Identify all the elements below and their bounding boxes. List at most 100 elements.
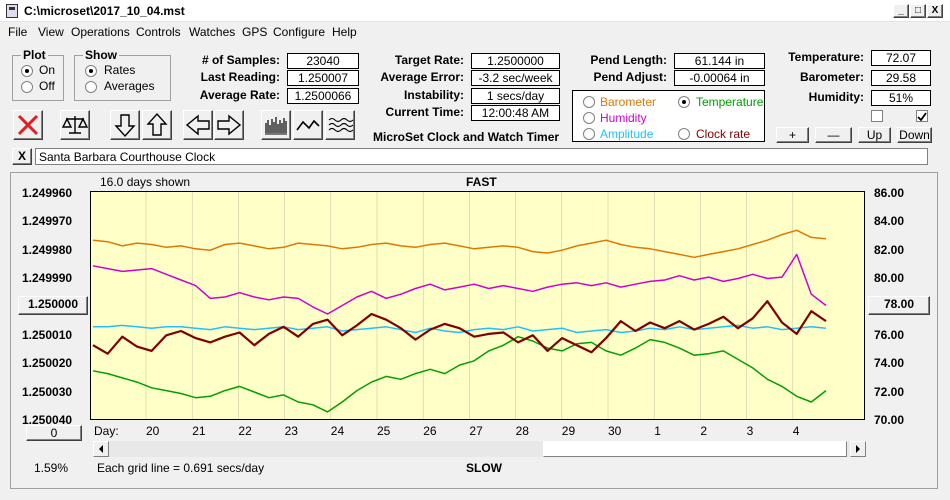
left-checkbox[interactable]: [871, 110, 883, 122]
day-axis-label: Day:: [94, 424, 119, 438]
average-error-label: Average Error:: [380, 70, 464, 84]
instability-label: Instability:: [403, 88, 464, 102]
show-averages-label: Averages: [104, 79, 155, 93]
line-graph-button[interactable]: [293, 110, 323, 140]
rate-center-button[interactable]: 1.250000: [18, 296, 88, 315]
fast-label: FAST: [466, 175, 497, 189]
days-shown-label: 16.0 days shown: [100, 175, 191, 189]
day-tick-label: 2: [700, 424, 708, 438]
plot-off-radio[interactable]: [21, 81, 33, 93]
right-axis-tick-label: 72.00: [874, 384, 905, 399]
clock-rate-option-label: Clock rate: [696, 127, 751, 141]
arrow-right-button[interactable]: [214, 110, 244, 140]
average-rate-label: Average Rate:: [199, 88, 280, 102]
scroll-left-icon: [99, 445, 103, 453]
plot-group: Plot On Off: [12, 48, 64, 101]
arrow-left-button[interactable]: [183, 110, 213, 140]
show-rates-radio[interactable]: [85, 65, 97, 77]
offset-button[interactable]: 0: [26, 425, 82, 441]
left-axis-tick-label: 1.250040: [22, 413, 73, 428]
plot-on-label: On: [39, 63, 56, 77]
slow-label: SLOW: [466, 461, 502, 475]
amplitude-radio[interactable]: [583, 128, 595, 140]
maximize-button[interactable]: □: [910, 4, 926, 18]
day-tick-label: 24: [330, 424, 345, 438]
arrow-right-icon: [217, 114, 242, 136]
arrow-down-icon: [114, 114, 136, 138]
amplitude-option-label: Amplitude: [600, 127, 654, 141]
up-button[interactable]: Up: [858, 127, 891, 143]
clock-name-input[interactable]: Santa Barbara Courthouse Clock: [35, 148, 928, 165]
barometer-option-label: Barometer: [600, 95, 657, 109]
temperature-center-button[interactable]: 78.00: [868, 296, 930, 315]
barometer-field: 29.58: [871, 70, 931, 86]
average-rate-field: 1.2500066: [287, 88, 359, 104]
wave-graph-button[interactable]: [325, 110, 355, 140]
right-axis-tick-label: 74.00: [874, 356, 905, 371]
app-icon: [6, 4, 18, 18]
series-line-0: [92, 229, 827, 259]
down-button[interactable]: Down: [897, 127, 932, 143]
barometer-radio[interactable]: [583, 96, 595, 108]
menu-bar: File View Operations Controls Watches GP…: [0, 22, 950, 41]
close-button[interactable]: X: [927, 4, 943, 18]
clear-name-button[interactable]: X: [12, 148, 32, 165]
right-axis-tick-label: 86.00: [874, 186, 905, 200]
show-group: Show Rates Averages: [74, 48, 171, 101]
grid-line-info: Each grid line = 0.691 secs/day: [97, 461, 265, 475]
horizontal-scrollbar[interactable]: [93, 441, 866, 457]
pend-adjust-label: Pend Adjust:: [593, 70, 667, 84]
menu-file[interactable]: File: [8, 25, 28, 39]
day-tick-label: 4: [792, 424, 800, 438]
day-tick-label: 20: [146, 424, 160, 438]
scroll-thumb[interactable]: [543, 441, 847, 457]
day-tick-label: 1: [654, 424, 661, 438]
humidity-radio[interactable]: [583, 112, 595, 124]
scroll-left-button[interactable]: [93, 441, 109, 457]
app-title-label: MicroSet Clock and Watch Timer: [373, 130, 560, 144]
series-line-1: [92, 253, 827, 315]
plot-on-radio[interactable]: [21, 65, 33, 77]
minimize-button[interactable]: _: [893, 4, 909, 18]
left-axis-tick-label: 1.249970: [22, 214, 73, 229]
day-tick-label: 27: [469, 424, 483, 438]
menu-view[interactable]: View: [38, 25, 64, 39]
menu-help[interactable]: Help: [332, 25, 357, 39]
left-axis-tick-label: 1.250030: [22, 384, 73, 399]
checkmark-icon: [917, 112, 927, 122]
clock-rate-radio[interactable]: [678, 128, 690, 140]
window-title: C:\microset\2017_10_04.mst: [24, 4, 185, 18]
temperature-option-label: Temperature: [696, 95, 764, 109]
scroll-right-button[interactable]: [850, 441, 866, 457]
plus-button[interactable]: +: [776, 127, 809, 143]
day-tick-label: 22: [238, 424, 252, 438]
clear-button[interactable]: [13, 110, 43, 140]
arrow-up-button[interactable]: [142, 110, 172, 140]
plot-off-label: Off: [39, 79, 55, 93]
series-line-3: [92, 335, 827, 413]
scroll-right-icon: [856, 445, 860, 453]
bar-graph-button[interactable]: [261, 110, 291, 140]
menu-controls[interactable]: Controls: [136, 25, 181, 39]
show-averages-radio[interactable]: [85, 81, 97, 93]
target-rate-field[interactable]: 1.2500000: [471, 53, 560, 69]
right-checkbox[interactable]: [916, 110, 928, 122]
balance-button[interactable]: [60, 110, 90, 140]
menu-operations[interactable]: Operations: [71, 25, 130, 39]
clear-icon: [17, 114, 39, 136]
menu-watches[interactable]: Watches: [189, 25, 236, 39]
rate-chart: [92, 192, 827, 419]
last-reading-field: 1.250007: [287, 70, 359, 86]
arrow-down-button[interactable]: [110, 110, 140, 140]
day-tick-label: 3: [746, 424, 754, 438]
pend-adjust-field: -0.00064 in: [674, 70, 765, 86]
menu-configure[interactable]: Configure: [273, 25, 326, 39]
left-axis-tick-label: 1.250020: [22, 356, 73, 371]
instability-field: 1 secs/day: [471, 88, 560, 104]
barometer-label: Barometer:: [799, 70, 864, 84]
plot-group-title: Plot: [21, 48, 48, 62]
temperature-radio[interactable]: [678, 96, 690, 108]
right-axis-tick-label: 76.00: [874, 328, 905, 342]
menu-gps[interactable]: GPS: [242, 25, 268, 39]
minus-button[interactable]: —: [815, 127, 852, 143]
